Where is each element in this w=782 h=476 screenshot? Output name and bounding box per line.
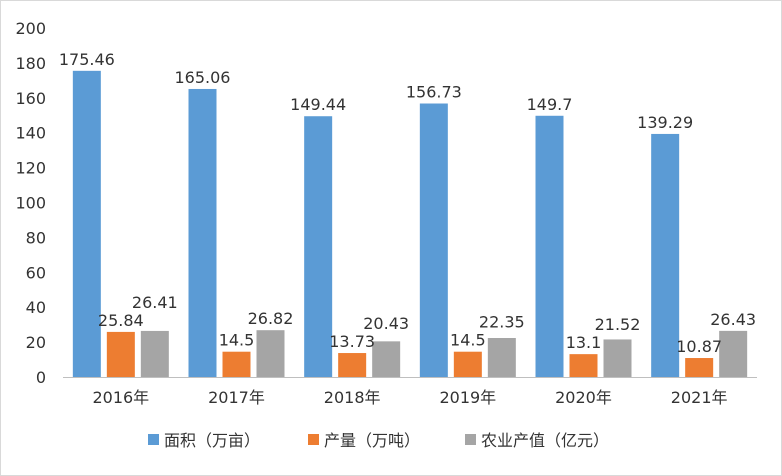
bar-series-1-category-4 [570,354,598,377]
x-tick-label: 2016年 [92,388,149,407]
data-label: 139.29 [637,113,693,132]
y-tick-label: 20 [26,333,46,352]
data-label: 156.73 [406,83,462,102]
legend-swatch [308,434,319,445]
bar-series-2-category-0 [141,331,169,377]
data-label: 13.73 [329,332,375,351]
legend-swatch [465,434,476,445]
data-label: 165.06 [175,68,231,87]
legend-label: 面积（万亩） [164,431,260,450]
bar-series-2-category-4 [604,339,632,377]
data-label: 26.41 [132,293,178,312]
x-tick-label: 2021年 [671,388,728,407]
data-label: 26.43 [710,310,756,329]
data-label: 25.84 [98,311,144,330]
data-label: 21.52 [595,315,641,334]
data-label: 13.1 [566,333,602,352]
data-label: 175.46 [59,50,115,69]
bar-series-2-category-2 [372,341,400,377]
legend-label: 农业产值（亿元） [481,431,609,450]
bar-series-1-category-5 [685,358,713,377]
y-tick-label: 0 [36,368,46,387]
y-tick-label: 140 [15,124,46,143]
y-tick-label: 80 [26,228,46,247]
x-tick-label: 2017年 [208,388,265,407]
data-label: 10.87 [676,337,722,356]
legend-label: 产量（万吨） [324,431,420,450]
y-tick-label: 40 [26,298,46,317]
bar-series-0-category-0 [73,71,101,377]
y-tick-label: 60 [26,263,46,282]
data-label: 26.82 [248,309,294,328]
legend-swatch [148,434,159,445]
x-tick-label: 2018年 [324,388,381,407]
bar-series-1-category-3 [454,352,482,377]
bar-series-0-category-3 [420,104,448,377]
x-tick-label: 2020年 [555,388,612,407]
legend: 面积（万亩） 产量（万吨） 农业产值（亿元） [148,431,609,450]
y-tick-label: 100 [15,194,46,213]
data-label: 14.5 [450,331,486,350]
x-tick-label: 2019年 [439,388,496,407]
y-tick-label: 200 [15,19,46,38]
data-label: 149.7 [527,95,573,114]
bar-series-2-category-5 [719,331,747,377]
bar-series-0-category-5 [651,134,679,377]
bar-series-2-category-3 [488,338,516,377]
data-label: 149.44 [290,95,346,114]
y-tick-label: 160 [15,89,46,108]
bar-series-0-category-4 [536,116,564,377]
bar-series-0-category-2 [304,116,332,377]
data-label: 20.43 [363,314,409,333]
bar-series-1-category-0 [107,332,135,377]
y-tick-label: 180 [15,54,46,73]
bar-series-1-category-2 [338,353,366,377]
bar-series-1-category-1 [223,352,251,377]
data-label: 22.35 [479,313,525,332]
bar-series-2-category-1 [257,330,285,377]
y-tick-label: 120 [15,159,46,178]
bar-series-0-category-1 [189,89,217,377]
data-label: 14.5 [219,331,255,350]
